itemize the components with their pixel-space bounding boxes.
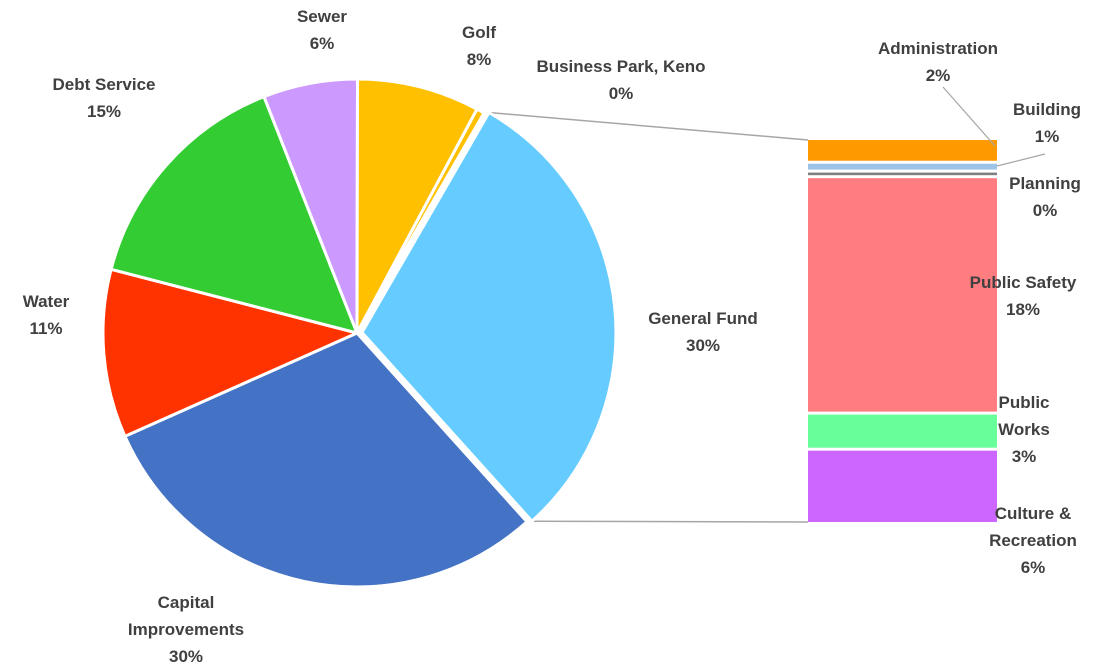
- pie-slice-golf: [355, 77, 479, 335]
- connector-line-bottom: [531, 520, 809, 523]
- label-name-line: Improvements: [128, 620, 244, 639]
- data-labels: General Fund 30% Capital Improvements 30% Wat…: [23, 7, 1081, 666]
- pie-slice-debt-service: [109, 95, 359, 335]
- pie-label-general-fund: General Fund 30%: [648, 309, 758, 355]
- bar-label-public-works: Public Works 3%: [998, 393, 1050, 466]
- label-percent: 1%: [1035, 127, 1060, 146]
- pie-slice-capital-improvements: [123, 331, 529, 589]
- leader-lines: [942, 86, 1046, 167]
- pie-label-sewer: Sewer 6%: [297, 7, 347, 53]
- bar-segment-building: [808, 163, 997, 170]
- pie-slice-general-fund: [360, 111, 618, 523]
- leader-line-building: [996, 153, 1046, 167]
- label-name-line: Administration: [878, 39, 998, 58]
- label-name-line: Building: [1013, 100, 1081, 119]
- pie-label-capital-improvements: Capital Improvements 30%: [128, 593, 244, 666]
- bar-segment-administration: [808, 140, 997, 161]
- label-name-line: Debt Service: [53, 75, 156, 94]
- bar-label-planning: Planning 0%: [1009, 174, 1081, 220]
- label-percent: 0%: [609, 84, 634, 103]
- label-name-line: Works: [998, 420, 1050, 439]
- pie-chart: [101, 77, 618, 589]
- bar-label-public-safety: Public Safety 18%: [970, 273, 1077, 319]
- label-percent: 30%: [169, 647, 203, 666]
- label-percent: 11%: [29, 319, 62, 338]
- bar-segment-planning: [808, 172, 997, 176]
- label-name-line: Public Safety: [970, 273, 1077, 292]
- pie-slice-water: [101, 267, 359, 438]
- label-percent: 2%: [926, 66, 951, 85]
- label-percent: 30%: [686, 336, 720, 355]
- label-name-line: Capital: [158, 593, 215, 612]
- label-name-line: Sewer: [297, 7, 347, 26]
- label-name-line: Golf: [462, 23, 496, 42]
- label-name-line: Culture &: [995, 504, 1072, 523]
- pie-slice-business-park-keno: [355, 107, 486, 335]
- bar-label-culture-and-recreation: Culture & Recreation 6%: [989, 504, 1077, 577]
- pie-label-business-park-keno: Business Park, Keno 0%: [536, 57, 705, 103]
- bar-label-administration: Administration 2%: [878, 39, 998, 85]
- bar-segment-public-safety: [808, 178, 997, 412]
- leader-line-administration: [942, 86, 996, 147]
- connector-lines: [488, 111, 809, 523]
- label-name-line: Business Park, Keno: [536, 57, 705, 76]
- label-name-line: Planning: [1009, 174, 1081, 193]
- label-percent: 6%: [1021, 558, 1046, 577]
- connector-line-top: [488, 111, 809, 141]
- pie-label-golf: Golf 8%: [462, 23, 496, 69]
- label-name-line: General Fund: [648, 309, 758, 328]
- label-percent: 18%: [1006, 300, 1040, 319]
- bar-segment-public-works: [808, 414, 997, 448]
- label-percent: 3%: [1012, 447, 1037, 466]
- stacked-bar: [808, 140, 997, 522]
- label-percent: 0%: [1033, 201, 1058, 220]
- pie-label-water: Water 11%: [23, 292, 70, 338]
- label-percent: 8%: [467, 50, 492, 69]
- label-percent: 6%: [310, 34, 335, 53]
- bar-label-building: Building 1%: [1013, 100, 1081, 146]
- label-name-line: Public: [998, 393, 1049, 412]
- bar-segment-culture-and-recreation: [808, 450, 997, 522]
- pie-label-debt-service: Debt Service 15%: [53, 75, 156, 121]
- label-name-line: Recreation: [989, 531, 1077, 550]
- label-name-line: Water: [23, 292, 70, 311]
- label-percent: 15%: [87, 102, 121, 121]
